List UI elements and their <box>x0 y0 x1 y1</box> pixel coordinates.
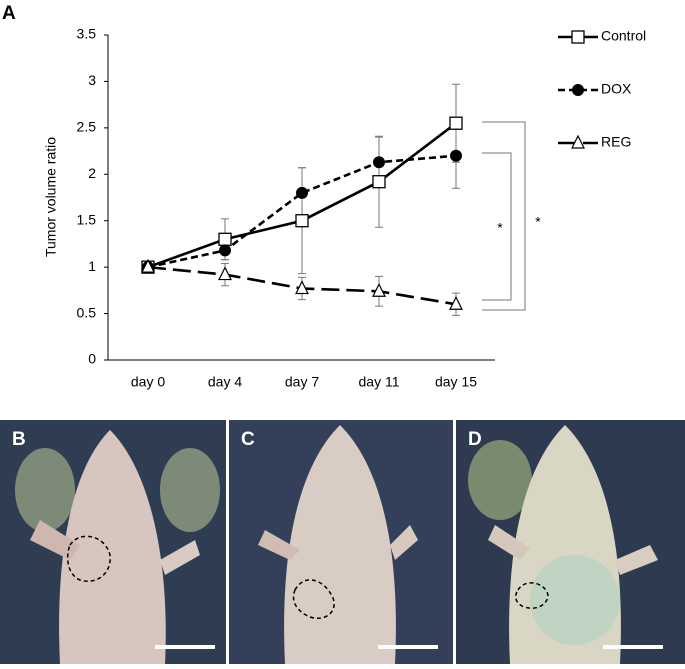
legend-marker <box>572 84 584 96</box>
y-tick-label: 2.5 <box>77 119 97 135</box>
y-tick-label: 3.5 <box>77 26 97 42</box>
marker <box>449 116 463 130</box>
panel-label: D <box>468 429 482 450</box>
legend-marker <box>571 134 585 149</box>
x-tick-label: day 0 <box>131 374 165 390</box>
y-tick-label: 0 <box>88 351 96 367</box>
photo-b: B <box>0 420 226 664</box>
photo-d: D <box>456 420 685 664</box>
marker <box>450 149 462 162</box>
legend-marker <box>571 30 585 44</box>
x-tick-label: day 15 <box>435 374 477 390</box>
legend-label: REG <box>601 134 631 150</box>
marker <box>372 175 386 189</box>
marker <box>296 186 308 199</box>
x-tick-label: day 7 <box>285 374 319 390</box>
marker <box>295 280 309 295</box>
marker <box>373 156 385 169</box>
bracket <box>482 152 512 301</box>
y-tick-label: 1 <box>88 258 96 274</box>
photo-c: C <box>229 420 453 664</box>
marker <box>449 295 463 310</box>
marker <box>218 266 232 281</box>
x-tick-label: day 4 <box>208 374 242 390</box>
marker <box>219 244 231 257</box>
legend-label: Control <box>601 28 646 44</box>
x-tick-label: day 11 <box>359 374 400 390</box>
y-axis-label: Tumor volume ratio <box>43 137 59 257</box>
marker <box>218 232 232 246</box>
bracket <box>482 121 526 311</box>
panel-label: A <box>2 3 16 24</box>
panel-label: C <box>241 429 255 450</box>
y-tick-label: 0.5 <box>77 304 97 320</box>
significance: * <box>497 220 503 236</box>
legend-label: DOX <box>601 81 632 97</box>
y-tick-label: 3 <box>88 72 96 88</box>
significance: * <box>535 214 541 230</box>
marker <box>372 282 386 297</box>
y-tick-label: 2 <box>88 165 96 181</box>
panel-label: B <box>12 429 26 450</box>
y-tick-label: 1.5 <box>77 211 97 227</box>
marker <box>141 258 155 273</box>
marker <box>295 214 309 228</box>
